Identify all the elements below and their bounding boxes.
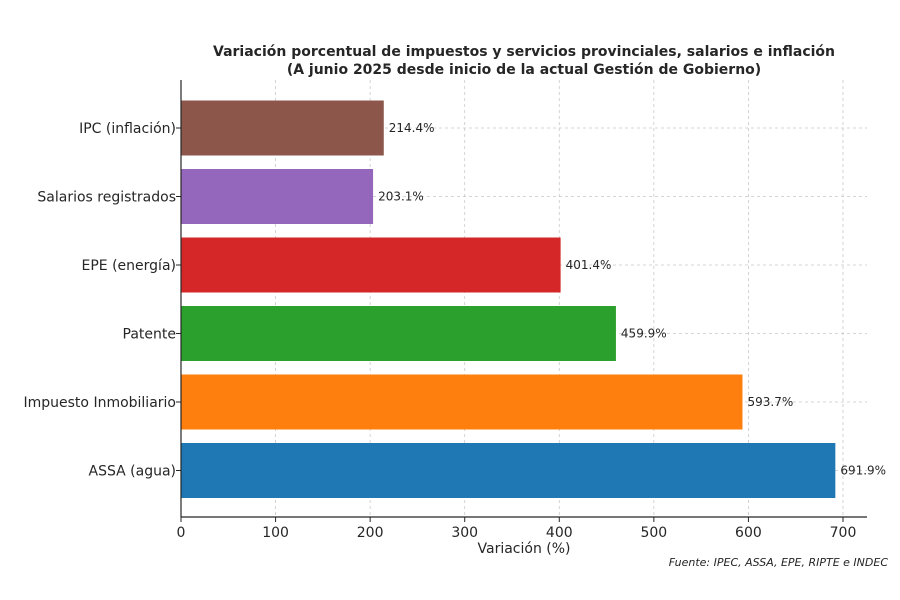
y-category-label: ASSA (agua) [89, 464, 176, 480]
bar [181, 443, 836, 498]
bar [181, 100, 384, 156]
y-categories: IPC (inflación) Salarios registrados EPE (… [24, 121, 181, 480]
bar [181, 169, 374, 224]
y-category-label: Impuesto Inmobiliario [24, 395, 177, 411]
x-tick-label: 300 [451, 525, 478, 541]
x-tick-label: 100 [262, 525, 289, 541]
x-tick-label: 700 [830, 525, 857, 541]
x-tick-label: 0 [177, 525, 186, 541]
data-label: 459.9% [621, 327, 667, 341]
bars [181, 100, 836, 498]
chart-title: Variación porcentual de impuestos y serv… [213, 44, 835, 60]
y-category-label: EPE (energía) [82, 258, 176, 274]
x-axis-label: Variación (%) [478, 541, 571, 557]
y-category-label: Salarios registrados [37, 190, 176, 206]
data-labels: 214.4% 203.1% 401.4% 459.9% 593.7% 691.9% [378, 121, 886, 478]
data-label: 203.1% [378, 190, 424, 204]
x-ticks: 0 100 200 300 400 500 600 700 [177, 517, 857, 541]
x-tick-label: 200 [357, 525, 384, 541]
data-label: 401.4% [566, 258, 612, 272]
data-label: 691.9% [840, 464, 886, 478]
source-note: Fuente: IPEC, ASSA, EPE, RIPTE e INDEC [669, 556, 889, 569]
axes [180, 80, 867, 518]
data-label: 214.4% [389, 121, 435, 135]
x-tick-label: 600 [735, 525, 762, 541]
bar [181, 237, 561, 293]
bar [181, 306, 616, 361]
chart-subtitle: (A junio 2025 desde inicio de la actual … [287, 62, 761, 78]
y-category-label: IPC (inflación) [79, 121, 176, 137]
x-tick-label: 500 [640, 525, 667, 541]
data-label: 593.7% [747, 395, 793, 409]
y-category-label: Patente [123, 327, 176, 343]
x-tick-label: 400 [546, 525, 573, 541]
bar [181, 374, 743, 430]
